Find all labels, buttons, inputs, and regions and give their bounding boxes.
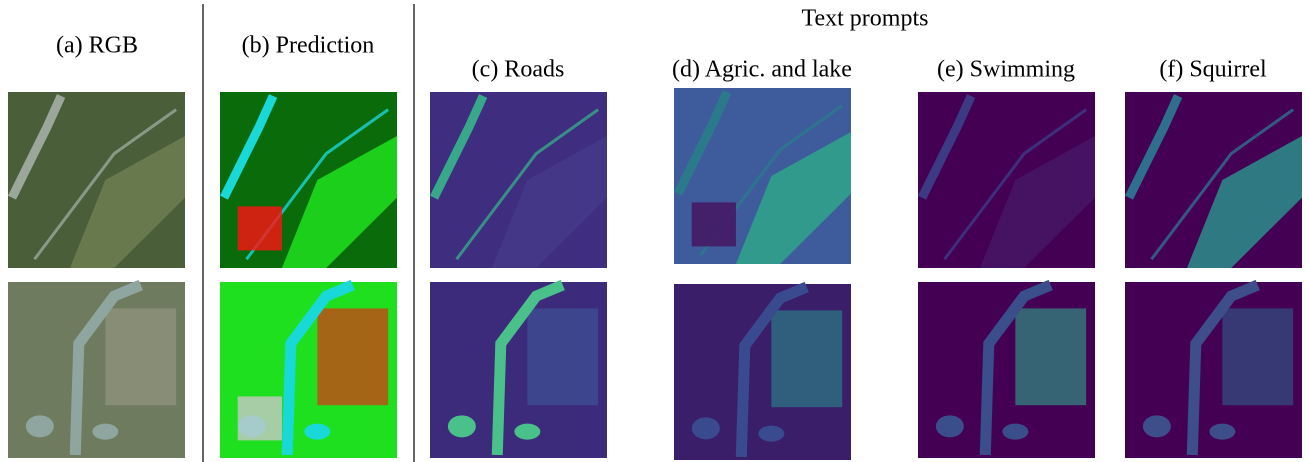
image-region — [1186, 136, 1302, 268]
image-region — [691, 202, 736, 247]
image-region — [527, 308, 599, 406]
image-region — [979, 136, 1095, 268]
image-lake — [935, 415, 964, 438]
column-label: (c) Roads — [472, 57, 565, 83]
image-region — [735, 132, 851, 264]
image-region — [317, 308, 389, 406]
image-region — [237, 206, 282, 251]
image-region — [771, 310, 843, 408]
image-lake — [304, 423, 331, 440]
panels — [7, 88, 1302, 460]
image-region — [237, 396, 282, 441]
image-river — [735, 281, 809, 458]
image-river — [69, 279, 143, 456]
image-region — [1015, 308, 1087, 406]
image-river — [917, 94, 976, 200]
image-lake — [514, 423, 541, 440]
image-river — [281, 279, 355, 456]
image-river — [1124, 94, 1183, 200]
image-river — [429, 94, 488, 200]
column-label: (b) Prediction — [242, 33, 375, 59]
image-road — [33, 108, 178, 261]
image-river — [219, 94, 278, 200]
image-lake — [447, 415, 476, 438]
column-label: (d) Agric. and lake — [672, 57, 852, 83]
image-lake — [25, 415, 54, 438]
image-lake — [1209, 423, 1236, 440]
image-road — [455, 108, 600, 261]
image-lake — [758, 425, 785, 442]
image-lake — [92, 423, 119, 440]
image-river — [673, 90, 732, 196]
image-region — [105, 308, 177, 406]
image-region — [69, 136, 185, 268]
image-river — [1186, 279, 1260, 456]
image-lake — [1002, 423, 1029, 440]
column-label: (f) Squirrel — [1159, 57, 1267, 83]
column-label: (a) RGB — [56, 33, 138, 59]
image-region — [491, 136, 607, 268]
image-road — [1150, 108, 1295, 261]
image-lake — [1142, 415, 1171, 438]
image-river — [979, 279, 1053, 456]
image-river — [491, 279, 565, 456]
image-road — [943, 108, 1088, 261]
image-lake — [691, 417, 720, 440]
group-title: Text prompts — [802, 6, 929, 32]
image-river — [7, 94, 66, 200]
image-region — [281, 136, 397, 268]
column-label: (e) Swimming — [937, 57, 1075, 83]
image-region — [1222, 308, 1294, 406]
